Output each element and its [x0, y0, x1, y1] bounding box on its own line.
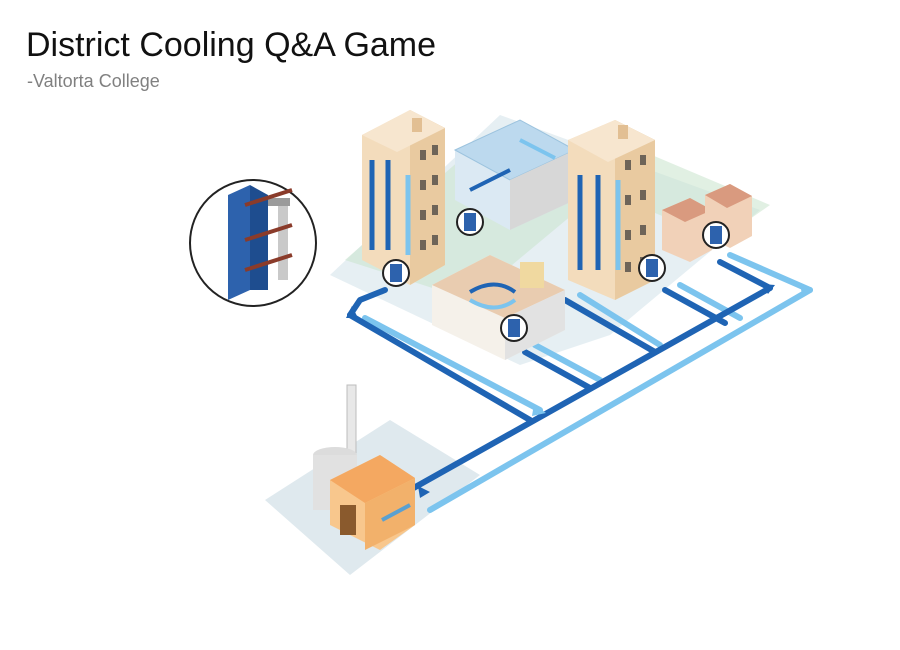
cooling-plant: [313, 384, 415, 550]
apartment-building-left: [362, 110, 445, 285]
heat-exchanger-icon: [638, 254, 666, 282]
slide-title: District Cooling Q&A Game: [26, 26, 437, 64]
heat-exchanger-icon: [382, 259, 410, 287]
apartment-building-right: [568, 120, 655, 300]
slide-subtitle: -Valtorta College: [27, 71, 160, 91]
low-building-center: [432, 255, 565, 360]
heat-exchanger-icon: [702, 221, 730, 249]
heat-exchanger-icon: [456, 208, 484, 236]
heat-exchanger-badges: [382, 208, 730, 342]
pipe-network: [346, 252, 813, 513]
heat-exchanger-icon: [500, 314, 528, 342]
heat-exchanger-inset: [189, 179, 317, 307]
